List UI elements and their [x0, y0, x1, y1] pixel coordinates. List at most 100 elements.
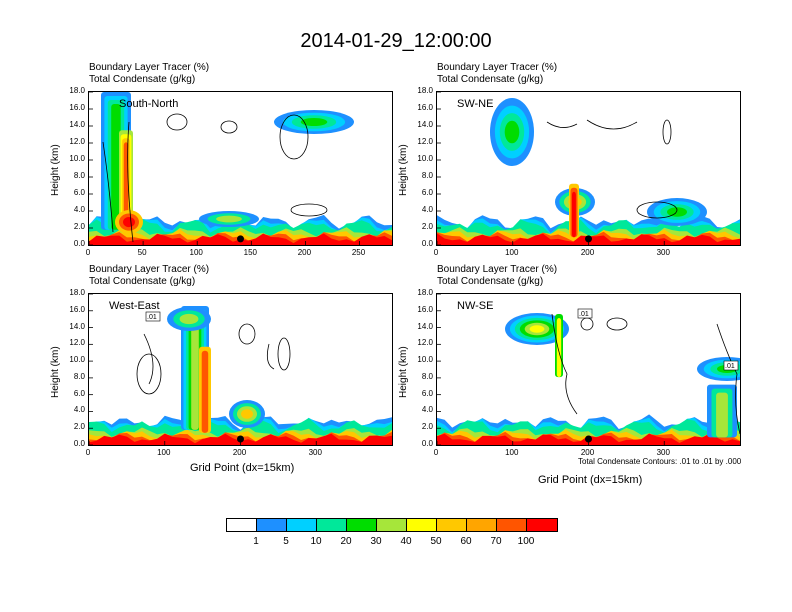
x-tick-label: 200 — [297, 248, 312, 257]
y-axis-label: Height (km) — [50, 346, 61, 398]
condensate-contour — [277, 337, 291, 371]
plot-area-sw-ne: SW-NE — [436, 91, 741, 246]
y-tick-label: 0.0 — [73, 439, 85, 448]
colorbar-swatch — [287, 519, 317, 531]
colorbar-label: 10 — [310, 536, 322, 547]
colorbar-swatch — [347, 519, 377, 531]
y-tick-label: 8.0 — [421, 371, 433, 381]
y-axis-label: Height (km) — [398, 346, 409, 398]
x-tick-label: 100 — [189, 248, 203, 257]
y-tick-label: 14.0 — [417, 321, 433, 331]
tracer-column — [191, 322, 199, 430]
panel-title-line1: Boundary Layer Tracer (%) — [89, 62, 210, 73]
contour-label: .01 — [725, 363, 735, 370]
contour-note: Total Condensate Contours: .01 to .01 by… — [578, 457, 742, 466]
colorbar-label: 40 — [400, 536, 412, 547]
section-label: SW-NE — [457, 98, 494, 110]
colorbar-label: 60 — [460, 536, 472, 547]
heatmap-field: .01 — [89, 294, 392, 445]
heatmap-field — [89, 92, 392, 245]
y-tick-label: 18.0 — [417, 288, 433, 297]
plot-area-west-east: .01 West-East — [88, 293, 393, 446]
contour-label: .01 — [579, 311, 589, 318]
x-tick-label: 200 — [232, 448, 247, 457]
x-tick-label: 300 — [656, 248, 670, 257]
location-marker — [237, 435, 244, 443]
y-tick-label: 4.0 — [73, 205, 85, 214]
y-tick-label: 6.0 — [73, 188, 85, 197]
panel-title-line1: Boundary Layer Tracer (%) — [437, 264, 558, 275]
y-tick-label: 14.0 — [69, 120, 85, 129]
y-tick-label: 10.0 — [69, 154, 85, 163]
colorbar-swatch — [377, 519, 407, 531]
y-tick-label: 4.0 — [421, 405, 433, 415]
y-tick-label: 4.0 — [73, 405, 85, 415]
y-tick-label: 12.0 — [417, 338, 433, 348]
y-tick-label: 0.0 — [73, 239, 85, 248]
panel-title-line1: Boundary Layer Tracer (%) — [89, 264, 210, 275]
y-tick-label: 10.0 — [69, 355, 85, 365]
colorbar-swatch — [227, 519, 257, 531]
x-tick-label: 150 — [243, 248, 257, 257]
x-tick-label: 300 — [308, 448, 322, 457]
y-tick-label: 2.0 — [421, 222, 433, 231]
colorbar-swatch — [407, 519, 437, 531]
tracer-blob — [216, 215, 242, 223]
y-axis-label: Height (km) — [398, 144, 409, 196]
condensate-contour — [716, 323, 740, 435]
condensate-contour — [136, 353, 162, 395]
y-tick-label: 16.0 — [417, 304, 433, 314]
tracer-blob — [667, 207, 687, 217]
x-tick-label: 250 — [351, 248, 366, 257]
colorbar-label: 20 — [340, 536, 352, 547]
y-tick-label: 10.0 — [417, 154, 433, 163]
colorbar-label: 70 — [490, 536, 502, 547]
y-tick-label: 16.0 — [417, 103, 433, 112]
x-tick-label: 0 — [433, 248, 439, 257]
condensate-contour — [279, 114, 309, 160]
tracer-blob — [529, 325, 545, 333]
y-tick-label: 14.0 — [417, 120, 433, 129]
x-axis-label: Grid Point (dx=15km) — [538, 474, 643, 486]
x-axis-label: Grid Point (dx=15km) — [190, 462, 295, 474]
x-tick-label: 200 — [580, 448, 595, 457]
x-tick-label: 100 — [505, 248, 519, 257]
contour-label-box — [577, 308, 593, 319]
panel-title-line2: Total Condensate (g/kg) — [437, 276, 544, 287]
y-tick-label: 18.0 — [69, 288, 85, 297]
section-label: South-North — [119, 98, 179, 110]
colorbar-swatch — [257, 519, 287, 531]
x-tick-label: 50 — [137, 248, 147, 257]
tracer-column — [111, 104, 121, 230]
tracer-blob — [179, 313, 199, 325]
tracer-column — [201, 350, 209, 433]
section-label: NW-SE — [457, 300, 494, 312]
chart-title: 2014-01-29_12:00:00 — [300, 30, 492, 52]
colorbar-swatch — [437, 519, 467, 531]
condensate-contour — [290, 203, 328, 217]
y-tick-label: 2.0 — [73, 422, 85, 432]
tracer-band — [89, 233, 392, 245]
y-tick-label: 12.0 — [69, 137, 85, 146]
condensate-contour — [220, 120, 238, 134]
condensate-contour — [143, 333, 275, 385]
y-tick-label: 8.0 — [73, 171, 85, 180]
y-tick-label: 14.0 — [69, 321, 85, 331]
y-tick-label: 4.0 — [421, 205, 433, 214]
tracer-column — [572, 191, 576, 238]
condensate-contour — [166, 113, 188, 131]
colorbar-label: 50 — [430, 536, 442, 547]
y-tick-label: 12.0 — [69, 338, 85, 348]
panel-title-line1: Boundary Layer Tracer (%) — [437, 62, 558, 73]
colorbar-swatch — [467, 519, 497, 531]
colorbar-swatch — [527, 519, 557, 531]
x-tick-label: 300 — [656, 448, 670, 457]
tracer-blob — [241, 409, 253, 419]
tracer-blob — [504, 120, 520, 144]
y-axis-label: Height (km) — [50, 144, 61, 196]
panel-title-line2: Total Condensate (g/kg) — [437, 74, 544, 85]
plot-area-south-north: South-North — [88, 91, 393, 246]
colorbar-label: 100 — [517, 536, 535, 547]
location-marker — [585, 235, 592, 243]
contour-label-box — [145, 311, 161, 322]
